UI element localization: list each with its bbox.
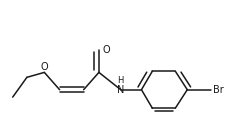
Text: N: N bbox=[117, 85, 124, 95]
Text: H: H bbox=[117, 76, 123, 85]
Text: O: O bbox=[40, 62, 48, 72]
Text: Br: Br bbox=[213, 85, 223, 95]
Text: O: O bbox=[102, 45, 110, 55]
